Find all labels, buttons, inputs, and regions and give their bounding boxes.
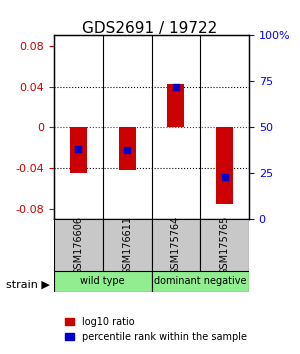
FancyBboxPatch shape [54,219,103,271]
Text: wild type: wild type [80,276,125,286]
Bar [167,85,184,127]
Text: GSM175765: GSM175765 [220,216,230,275]
Text: GSM176611: GSM176611 [122,216,132,275]
Legend: log10 ratio, percentile rank within the sample: log10 ratio, percentile rank within the … [61,313,251,346]
Point [76,146,81,152]
Text: strain ▶: strain ▶ [6,280,50,290]
Text: GSM175764: GSM175764 [171,216,181,275]
Bar [70,127,87,173]
Point [222,174,227,179]
Text: GSM176606: GSM176606 [74,216,83,275]
FancyBboxPatch shape [54,271,152,292]
FancyBboxPatch shape [103,219,152,271]
Point [173,84,178,89]
Bar [216,127,233,204]
Text: GDS2691 / 19722: GDS2691 / 19722 [82,21,218,36]
FancyBboxPatch shape [152,271,249,292]
Point [125,148,130,153]
Text: dominant negative: dominant negative [154,276,247,286]
FancyBboxPatch shape [152,219,200,271]
Bar [118,127,136,170]
FancyBboxPatch shape [200,219,249,271]
